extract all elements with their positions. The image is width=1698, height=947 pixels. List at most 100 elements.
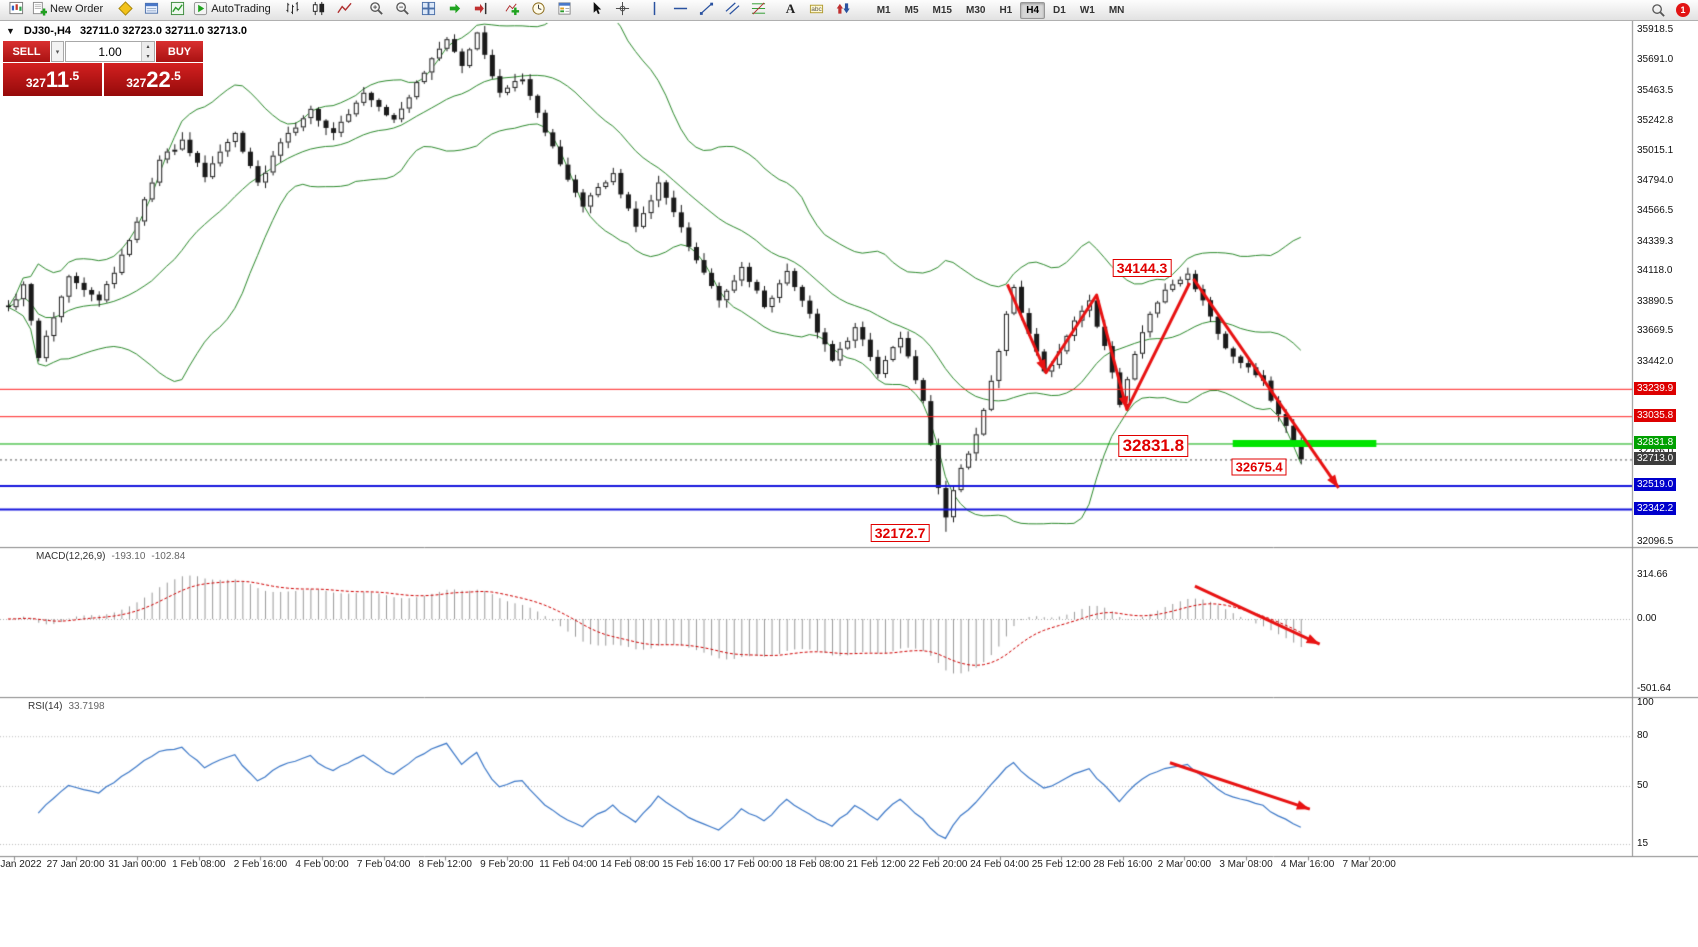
vline-icon	[647, 1, 662, 16]
trendline-button[interactable]	[694, 0, 720, 19]
volume-options-caret[interactable]: ▾	[51, 41, 64, 62]
sell-button[interactable]: SELL	[3, 41, 50, 62]
timeframe-d1[interactable]: D1	[1053, 4, 1066, 16]
terminal-button[interactable]	[138, 0, 164, 19]
metaeditor-button[interactable]	[112, 0, 138, 19]
zoom-in-button[interactable]	[364, 0, 390, 19]
tile-windows-button[interactable]	[416, 0, 442, 19]
zoom-in-icon	[369, 1, 384, 16]
mini-chart-icon	[8, 1, 24, 16]
line-chart-button[interactable]	[332, 0, 358, 19]
metaeditor-icon	[117, 1, 133, 16]
timeframe-w1[interactable]: W1	[1079, 4, 1095, 16]
rsi-indicator-label: RSI(14) 33.7198	[28, 701, 105, 712]
chart-title: ▼ DJ30-,H4 32711.0 32723.0 32711.0 32713…	[6, 25, 247, 37]
text-icon: A	[783, 1, 798, 16]
sell-price-big: 11	[45, 66, 70, 92]
autotrading-button-label: AutoTrading	[211, 2, 271, 15]
crosshair-button[interactable]	[610, 0, 636, 19]
timeframe-h1[interactable]: H1	[999, 4, 1013, 16]
timeframe-m5[interactable]: M5	[904, 4, 919, 16]
text-button[interactable]: A	[778, 0, 804, 19]
rsi-name: RSI(14)	[28, 701, 63, 712]
vertical-line-button[interactable]	[642, 0, 668, 19]
shift-icon	[473, 1, 488, 16]
sell-price-sup: .5	[69, 68, 80, 83]
equidistant-channel-button[interactable]	[720, 0, 746, 19]
macd-signal-value: -102.84	[151, 551, 186, 562]
svg-text:A: A	[786, 1, 796, 16]
timeframe-m1[interactable]: M1	[876, 4, 891, 16]
label-icon: abc	[809, 1, 824, 16]
clock-icon	[531, 1, 546, 16]
arrows-icon	[835, 1, 850, 16]
zoom-out-icon	[395, 1, 410, 16]
bar-chart-button[interactable]	[280, 0, 306, 19]
cursor-icon	[589, 1, 604, 16]
volume-value: 1.00	[98, 44, 122, 59]
chart-area: ▼ DJ30-,H4 32711.0 32723.0 32711.0 32713…	[0, 21, 1698, 947]
chart-canvas[interactable]	[0, 21, 1698, 947]
autotrading-button[interactable]: AutoTrading	[190, 0, 274, 19]
timeframe-h4[interactable]: H4	[1020, 1, 1046, 19]
trendline-icon	[699, 1, 714, 16]
symbol-period-label: DJ30-,H4	[23, 25, 71, 37]
notification-badge[interactable]: 1	[1676, 3, 1690, 17]
zoom-out-button[interactable]	[390, 0, 416, 19]
hline-icon	[673, 1, 688, 16]
timeframe-m15[interactable]: M15	[932, 4, 952, 16]
search-button[interactable]	[1645, 0, 1671, 20]
ohlc-values: 32711.0 32723.0 32711.0 32713.0	[80, 25, 248, 37]
buy-button[interactable]: BUY	[156, 41, 203, 62]
cursor-button[interactable]	[584, 0, 610, 19]
toolbar-right: 1	[1645, 0, 1695, 20]
linechart-icon	[337, 1, 352, 16]
timeframe-toolbar: M1 M5 M15 M30 H1 H4 D1 W1 MN	[870, 1, 1132, 19]
sell-price-button[interactable]: 327 11.5	[3, 63, 102, 96]
collapse-panel-icon[interactable]: ▼	[6, 26, 15, 36]
arrows-button[interactable]	[830, 0, 856, 19]
crosshair-icon	[615, 1, 630, 16]
candles-icon	[311, 1, 326, 16]
one-click-trading-panel: SELL ▾ 1.00 ▴ ▾ BUY 327 11.5 327 22.5	[3, 41, 203, 96]
candlestick-chart-button[interactable]	[306, 0, 332, 19]
trade-panel-top-row: SELL ▾ 1.00 ▴ ▾ BUY	[3, 41, 203, 62]
rsi-value: 33.7198	[68, 701, 105, 712]
chart-shift-button[interactable]	[468, 0, 494, 19]
new-order-button[interactable]: New Order	[29, 0, 106, 19]
new-order-icon	[32, 1, 47, 16]
indicators-button[interactable]	[500, 0, 526, 19]
text-label-button[interactable]: abc	[804, 0, 830, 19]
tester-icon	[170, 1, 185, 16]
volume-stepper: ▴ ▾	[141, 42, 154, 61]
periods-button[interactable]	[526, 0, 552, 19]
templates-button[interactable]	[552, 0, 578, 19]
timeframe-m30[interactable]: M30	[965, 4, 986, 16]
buy-price-big: 22	[146, 66, 171, 92]
tile-icon	[421, 1, 436, 16]
macd-indicator-label: MACD(12,26,9) -193.10 -102.84	[36, 551, 185, 562]
autotrading-icon	[193, 1, 208, 16]
template-icon	[557, 1, 572, 16]
fibo-icon	[751, 1, 766, 16]
indicators-icon	[505, 1, 520, 16]
volume-down-button[interactable]: ▾	[142, 51, 154, 61]
volume-up-button[interactable]: ▴	[142, 42, 154, 52]
svg-text:abc: abc	[811, 6, 822, 13]
fibonacci-button[interactable]	[746, 0, 772, 19]
buy-price-button[interactable]: 327 22.5	[104, 63, 203, 96]
bars-icon	[285, 1, 300, 16]
volume-input[interactable]: 1.00 ▴ ▾	[65, 41, 155, 62]
buy-price-small: 327	[126, 75, 147, 90]
chart-window-icon-button[interactable]	[3, 0, 29, 19]
channel-icon	[725, 1, 740, 16]
strategy-tester-button[interactable]	[164, 0, 190, 19]
buy-price-sup: .5	[170, 68, 181, 83]
horizontal-line-button[interactable]	[668, 0, 694, 19]
sell-price-small: 327	[25, 75, 46, 90]
terminal-icon	[144, 1, 159, 16]
macd-name: MACD(12,26,9)	[36, 551, 106, 562]
timeframe-mn[interactable]: MN	[1108, 4, 1125, 16]
auto-scroll-button[interactable]	[442, 0, 468, 19]
